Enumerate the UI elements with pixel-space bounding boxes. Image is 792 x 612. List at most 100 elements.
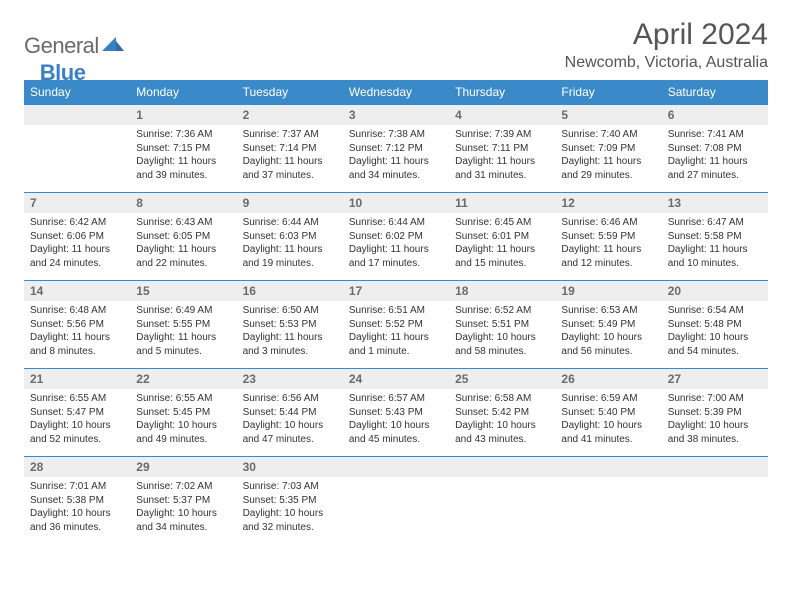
day-body: Sunrise: 7:36 AMSunset: 7:15 PMDaylight:… [130, 125, 236, 188]
day-body: Sunrise: 7:40 AMSunset: 7:09 PMDaylight:… [555, 125, 661, 188]
day-body: Sunrise: 6:55 AMSunset: 5:45 PMDaylight:… [130, 389, 236, 452]
day-number [343, 457, 449, 477]
day-number: 7 [24, 193, 130, 213]
day-body: Sunrise: 6:56 AMSunset: 5:44 PMDaylight:… [237, 389, 343, 452]
logo-triangle-icon [102, 37, 124, 58]
calendar-cell: 14Sunrise: 6:48 AMSunset: 5:56 PMDayligh… [24, 281, 130, 369]
day-number: 27 [662, 369, 768, 389]
day-body: Sunrise: 6:49 AMSunset: 5:55 PMDaylight:… [130, 301, 236, 364]
day-number: 21 [24, 369, 130, 389]
calendar-cell: 9Sunrise: 6:44 AMSunset: 6:03 PMDaylight… [237, 193, 343, 281]
logo-text-blue: Blue [40, 60, 86, 86]
day-number [555, 457, 661, 477]
day-number: 25 [449, 369, 555, 389]
calendar-cell [662, 457, 768, 545]
day-number: 2 [237, 105, 343, 125]
calendar-table: SundayMondayTuesdayWednesdayThursdayFrid… [24, 80, 768, 545]
day-body: Sunrise: 7:02 AMSunset: 5:37 PMDaylight:… [130, 477, 236, 540]
calendar-cell: 1Sunrise: 7:36 AMSunset: 7:15 PMDaylight… [130, 105, 236, 193]
day-number: 24 [343, 369, 449, 389]
calendar-cell: 10Sunrise: 6:44 AMSunset: 6:02 PMDayligh… [343, 193, 449, 281]
calendar-cell: 16Sunrise: 6:50 AMSunset: 5:53 PMDayligh… [237, 281, 343, 369]
calendar-cell: 11Sunrise: 6:45 AMSunset: 6:01 PMDayligh… [449, 193, 555, 281]
day-number: 15 [130, 281, 236, 301]
calendar-cell [449, 457, 555, 545]
day-body [343, 477, 449, 486]
calendar-cell: 15Sunrise: 6:49 AMSunset: 5:55 PMDayligh… [130, 281, 236, 369]
location-text: Newcomb, Victoria, Australia [565, 54, 768, 72]
calendar-cell: 6Sunrise: 7:41 AMSunset: 7:08 PMDaylight… [662, 105, 768, 193]
day-body [662, 477, 768, 486]
day-body: Sunrise: 6:50 AMSunset: 5:53 PMDaylight:… [237, 301, 343, 364]
day-number [449, 457, 555, 477]
day-body: Sunrise: 7:00 AMSunset: 5:39 PMDaylight:… [662, 389, 768, 452]
day-number: 20 [662, 281, 768, 301]
calendar-cell: 28Sunrise: 7:01 AMSunset: 5:38 PMDayligh… [24, 457, 130, 545]
day-number: 29 [130, 457, 236, 477]
day-number: 17 [343, 281, 449, 301]
calendar-cell: 17Sunrise: 6:51 AMSunset: 5:52 PMDayligh… [343, 281, 449, 369]
day-number: 3 [343, 105, 449, 125]
day-body: Sunrise: 6:57 AMSunset: 5:43 PMDaylight:… [343, 389, 449, 452]
day-body: Sunrise: 6:51 AMSunset: 5:52 PMDaylight:… [343, 301, 449, 364]
day-number: 1 [130, 105, 236, 125]
calendar-cell: 4Sunrise: 7:39 AMSunset: 7:11 PMDaylight… [449, 105, 555, 193]
calendar-cell: 19Sunrise: 6:53 AMSunset: 5:49 PMDayligh… [555, 281, 661, 369]
weekday-header: Saturday [662, 80, 768, 105]
calendar-body: 1Sunrise: 7:36 AMSunset: 7:15 PMDaylight… [24, 105, 768, 545]
day-number: 5 [555, 105, 661, 125]
day-body: Sunrise: 7:39 AMSunset: 7:11 PMDaylight:… [449, 125, 555, 188]
day-body: Sunrise: 6:59 AMSunset: 5:40 PMDaylight:… [555, 389, 661, 452]
calendar-cell: 26Sunrise: 6:59 AMSunset: 5:40 PMDayligh… [555, 369, 661, 457]
calendar-cell [343, 457, 449, 545]
day-body: Sunrise: 6:45 AMSunset: 6:01 PMDaylight:… [449, 213, 555, 276]
day-number: 4 [449, 105, 555, 125]
header: General Blue April 2024 Newcomb, Victori… [24, 18, 768, 72]
day-body [24, 125, 130, 134]
day-number: 22 [130, 369, 236, 389]
day-number: 14 [24, 281, 130, 301]
day-number: 30 [237, 457, 343, 477]
day-number: 8 [130, 193, 236, 213]
calendar-cell: 30Sunrise: 7:03 AMSunset: 5:35 PMDayligh… [237, 457, 343, 545]
day-number: 28 [24, 457, 130, 477]
day-number: 18 [449, 281, 555, 301]
day-body: Sunrise: 6:48 AMSunset: 5:56 PMDaylight:… [24, 301, 130, 364]
calendar-cell: 7Sunrise: 6:42 AMSunset: 6:06 PMDaylight… [24, 193, 130, 281]
weekday-header: Thursday [449, 80, 555, 105]
day-number [662, 457, 768, 477]
day-number: 9 [237, 193, 343, 213]
logo: General Blue [24, 24, 85, 68]
calendar-week-row: 1Sunrise: 7:36 AMSunset: 7:15 PMDaylight… [24, 105, 768, 193]
day-body: Sunrise: 7:37 AMSunset: 7:14 PMDaylight:… [237, 125, 343, 188]
calendar-cell: 5Sunrise: 7:40 AMSunset: 7:09 PMDaylight… [555, 105, 661, 193]
day-body: Sunrise: 6:43 AMSunset: 6:05 PMDaylight:… [130, 213, 236, 276]
day-number: 12 [555, 193, 661, 213]
day-body: Sunrise: 6:52 AMSunset: 5:51 PMDaylight:… [449, 301, 555, 364]
day-body [449, 477, 555, 486]
calendar-cell: 8Sunrise: 6:43 AMSunset: 6:05 PMDaylight… [130, 193, 236, 281]
calendar-cell: 3Sunrise: 7:38 AMSunset: 7:12 PMDaylight… [343, 105, 449, 193]
calendar-header-row: SundayMondayTuesdayWednesdayThursdayFrid… [24, 80, 768, 105]
weekday-header: Friday [555, 80, 661, 105]
weekday-header: Monday [130, 80, 236, 105]
day-body: Sunrise: 6:42 AMSunset: 6:06 PMDaylight:… [24, 213, 130, 276]
calendar-cell [555, 457, 661, 545]
day-number: 10 [343, 193, 449, 213]
calendar-cell: 24Sunrise: 6:57 AMSunset: 5:43 PMDayligh… [343, 369, 449, 457]
calendar-cell [24, 105, 130, 193]
day-body [555, 477, 661, 486]
day-body: Sunrise: 6:55 AMSunset: 5:47 PMDaylight:… [24, 389, 130, 452]
day-body: Sunrise: 7:38 AMSunset: 7:12 PMDaylight:… [343, 125, 449, 188]
calendar-cell: 23Sunrise: 6:56 AMSunset: 5:44 PMDayligh… [237, 369, 343, 457]
calendar-cell: 29Sunrise: 7:02 AMSunset: 5:37 PMDayligh… [130, 457, 236, 545]
day-body: Sunrise: 6:53 AMSunset: 5:49 PMDaylight:… [555, 301, 661, 364]
day-body: Sunrise: 7:41 AMSunset: 7:08 PMDaylight:… [662, 125, 768, 188]
day-number: 6 [662, 105, 768, 125]
day-number [24, 105, 130, 125]
day-number: 23 [237, 369, 343, 389]
day-body: Sunrise: 6:44 AMSunset: 6:03 PMDaylight:… [237, 213, 343, 276]
weekday-header: Tuesday [237, 80, 343, 105]
day-number: 11 [449, 193, 555, 213]
calendar-cell: 27Sunrise: 7:00 AMSunset: 5:39 PMDayligh… [662, 369, 768, 457]
